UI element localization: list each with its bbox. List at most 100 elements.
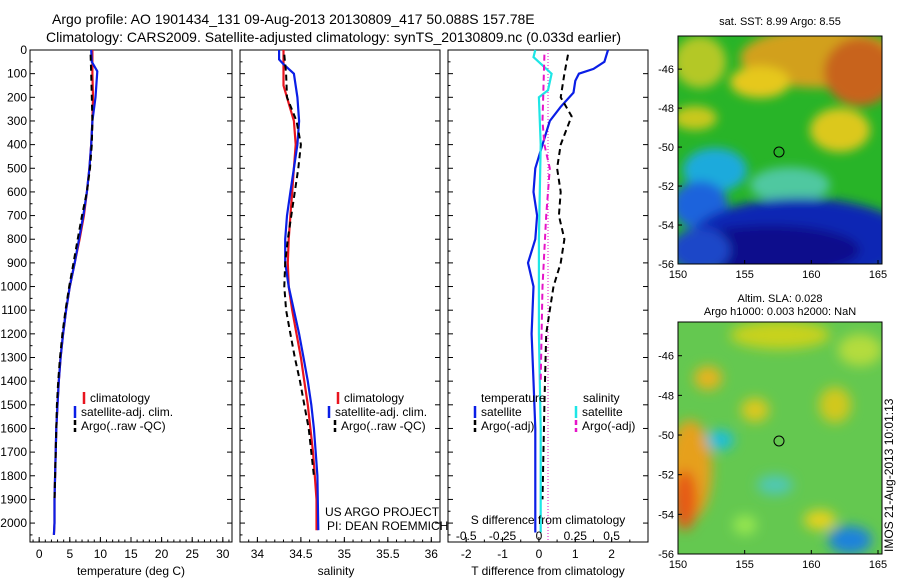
sst-heatmap bbox=[678, 36, 882, 264]
x-tick-label: 25 bbox=[186, 547, 200, 561]
map-y-tick-label: -56 bbox=[658, 259, 674, 271]
y-tick-label: 800 bbox=[7, 232, 27, 246]
sst-map-frame bbox=[677, 35, 883, 265]
sla-side-label: IMOS 21-Aug-2013 10:01:13 bbox=[882, 398, 896, 552]
y-tick-label: 1300 bbox=[0, 351, 27, 365]
x-tick-label: -2 bbox=[461, 547, 472, 561]
s-difference-axis-label: S difference from climatology bbox=[471, 513, 626, 527]
legend-label-s-satellite: satellite bbox=[582, 405, 623, 419]
y-tick-label: 1000 bbox=[0, 280, 27, 294]
sla-map-subtitle: Argo h1000: 0.003 h2000: NaN bbox=[704, 306, 856, 318]
series-line-climatology bbox=[282, 50, 318, 531]
x-tick-label: 10 bbox=[94, 547, 108, 561]
y-tick-label: 1100 bbox=[1, 303, 27, 317]
y-tick-label: 1500 bbox=[0, 398, 27, 412]
legend-label-t-satellite: satellite bbox=[481, 405, 522, 419]
map-y-tick-label: -50 bbox=[658, 142, 674, 154]
x-tick-label: 2 bbox=[608, 547, 615, 561]
legend-label-t-argo: Argo(-adj) bbox=[481, 419, 534, 433]
sst-map-panel: sat. SST: 8.99 Argo: 8.55 150 155 160 165 -… bbox=[658, 16, 887, 281]
series-line-temperature-argo-adj bbox=[541, 54, 573, 500]
series-line-salinity-argo-adj bbox=[539, 54, 551, 382]
legend-header-salinity: salinity bbox=[583, 391, 620, 405]
difference-legend: temperature salinity satellite Argo(-adj… bbox=[473, 391, 635, 433]
y-tick-label: 1700 bbox=[0, 445, 27, 459]
difference-panel: -2 -1 0 1 2 -0.5 -0.25 0 0.25 0.5 S difference f… bbox=[447, 49, 649, 578]
salinity-legend: climatology satellite-adj. clim. Argo(..… bbox=[327, 391, 427, 433]
y-tick-label: 400 bbox=[7, 138, 27, 152]
salinity-x-axis-label: salinity bbox=[318, 564, 355, 578]
sla-map-x-ticks: 150 155 160 165 bbox=[669, 550, 887, 571]
series-line-temperature-satellite bbox=[526, 49, 610, 533]
sla-heatmap bbox=[678, 322, 882, 554]
y-tick-label: 1200 bbox=[0, 327, 27, 341]
legend-label-s-argo: Argo(-adj) bbox=[582, 419, 635, 433]
x-tick-label: 1 bbox=[572, 547, 579, 561]
sla-map-y-ticks: -46 -48 -50 -52 -54 -56 bbox=[658, 351, 682, 561]
s-tick-label: 0.5 bbox=[603, 529, 620, 543]
y-tick-label: 500 bbox=[7, 161, 27, 175]
map-x-tick-label: 160 bbox=[802, 269, 820, 281]
temperature-legend: climatology satellite-adj. clim. Argo(..… bbox=[73, 391, 173, 433]
sla-map-panel: Altim. SLA: 0.028 Argo h1000: 0.003 h200… bbox=[658, 293, 896, 571]
difference-series bbox=[526, 49, 610, 533]
sst-map-title: sat. SST: 8.99 Argo: 8.55 bbox=[719, 16, 841, 28]
temperature-series bbox=[52, 49, 99, 535]
y-tick-label: 1400 bbox=[0, 374, 27, 388]
x-tick-label: -1 bbox=[497, 547, 508, 561]
map-x-tick-label: 155 bbox=[735, 269, 753, 281]
legend-header-temperature: temperature bbox=[481, 391, 546, 405]
map-y-tick-label: -56 bbox=[658, 549, 674, 561]
map-y-tick-label: -52 bbox=[658, 181, 674, 193]
sst-map-y-ticks: -46 -48 -50 -52 -54 -56 bbox=[658, 64, 682, 271]
argo-location-circle-icon bbox=[773, 146, 785, 158]
salinity-plot-frame bbox=[239, 49, 441, 543]
temperature-x-ticks: 0 5 10 15 20 25 30 bbox=[32, 537, 230, 561]
map-x-tick-label: 160 bbox=[802, 559, 820, 571]
x-tick-label: 0 bbox=[536, 547, 543, 561]
series-line-salinity-satellite bbox=[532, 49, 553, 533]
y-tick-label: 700 bbox=[7, 209, 27, 223]
y-tick-label: 0 bbox=[20, 43, 27, 57]
figure-title-line2: Climatology: CARS2009. Satellite-adjuste… bbox=[46, 29, 621, 45]
t-difference-axis-label: T difference from climatology bbox=[471, 564, 625, 578]
map-y-tick-label: -50 bbox=[658, 430, 674, 442]
y-tick-label: 300 bbox=[7, 114, 27, 128]
salinity-series bbox=[278, 50, 320, 531]
y-tick-label: 1900 bbox=[0, 492, 27, 506]
legend-label-argo: Argo(..raw -QC) bbox=[341, 419, 426, 433]
s-tick-label: -0.25 bbox=[489, 529, 517, 543]
map-y-tick-label: -52 bbox=[658, 470, 674, 482]
y-tick-label: 1600 bbox=[0, 421, 27, 435]
x-tick-label: 35 bbox=[338, 547, 352, 561]
sla-map-title: Altim. SLA: 0.028 bbox=[738, 293, 823, 305]
map-y-tick-label: -48 bbox=[658, 390, 674, 402]
x-tick-label: 36 bbox=[425, 547, 439, 561]
s-tick-label: -0.5 bbox=[456, 529, 477, 543]
difference-x-ticks: -2 -1 0 1 2 bbox=[447, 49, 649, 561]
legend-label-climatology: climatology bbox=[90, 391, 150, 405]
argo-location-circle-icon bbox=[773, 435, 785, 447]
map-x-tick-label: 165 bbox=[869, 269, 887, 281]
temperature-y-ticks: 0 100 200 300 400 500 600 700 800 900 1000 1100 1200… bbox=[0, 43, 232, 536]
x-tick-label: 5 bbox=[66, 547, 73, 561]
map-x-tick-label: 150 bbox=[669, 269, 687, 281]
s-tick-label: 0.25 bbox=[564, 529, 588, 543]
legend-label-satellite: satellite-adj. clim. bbox=[335, 405, 427, 419]
x-tick-label: 34.5 bbox=[289, 547, 313, 561]
s-tick-label: 0 bbox=[536, 529, 543, 543]
series-line-satellite-adj-clim bbox=[278, 50, 320, 531]
temperature-x-axis-label: temperature (deg C) bbox=[77, 564, 185, 578]
map-x-tick-label: 155 bbox=[735, 559, 753, 571]
map-y-tick-label: -54 bbox=[658, 509, 674, 521]
y-tick-label: 1800 bbox=[0, 469, 27, 483]
salinity-x-ticks: 34 34.5 35 35.5 36 bbox=[239, 49, 440, 561]
map-y-tick-label: -54 bbox=[658, 220, 674, 232]
sst-map-x-ticks: 150 155 160 165 bbox=[669, 260, 887, 281]
y-tick-label: 200 bbox=[7, 90, 27, 104]
salinity-panel: 34 34.5 35 35.5 36 salinity climatology sate… bbox=[239, 49, 448, 578]
temperature-panel: 0 5 10 15 20 25 30 0 100 200 300 400 500 600 700 800 90… bbox=[0, 43, 233, 578]
series-line-argo-raw-qc bbox=[283, 54, 315, 476]
map-x-tick-label: 150 bbox=[669, 559, 687, 571]
